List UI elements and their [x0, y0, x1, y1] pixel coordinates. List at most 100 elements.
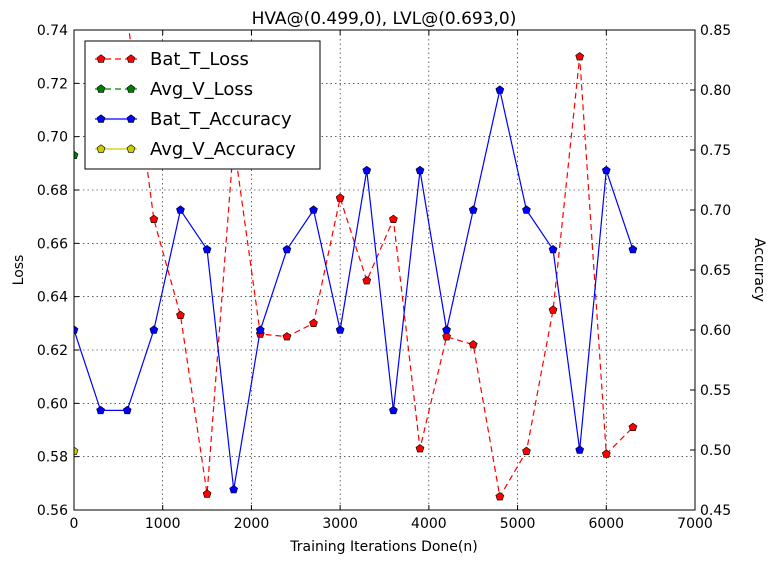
chart-title: HVA@(0.499,0), LVL@(0.693,0)	[252, 9, 517, 29]
x-tick-label: 6000	[588, 516, 624, 532]
data-point	[149, 325, 159, 334]
x-axis-label: Training Iterations Done(n)	[289, 539, 477, 555]
data-point	[389, 405, 398, 415]
data-point	[176, 310, 185, 320]
grid	[74, 30, 695, 510]
y-left-tick-label: 0.74	[37, 23, 68, 39]
legend-label: Bat_T_Loss	[150, 49, 249, 70]
data-point	[309, 205, 318, 214]
y-left-tick-label: 0.70	[37, 130, 68, 146]
x-tick-label: 3000	[322, 516, 358, 532]
y-right-tick-label: 0.55	[700, 383, 731, 399]
data-point	[468, 205, 478, 214]
data-point	[601, 165, 611, 175]
data-point	[176, 205, 185, 214]
y-left-tick-label: 0.58	[37, 450, 68, 466]
x-tick-label: 0	[70, 516, 79, 532]
data-point	[335, 193, 345, 202]
y-axis-right-label: Accuracy	[751, 238, 767, 302]
legend-marker	[126, 144, 136, 153]
y-right-tick-label: 0.60	[700, 323, 731, 339]
data-point	[442, 325, 451, 334]
x-tick-label: 2000	[234, 516, 270, 532]
legend-marker	[96, 114, 106, 123]
data-point	[575, 52, 585, 61]
legend-marker	[96, 54, 106, 63]
legend-marker	[96, 144, 106, 153]
data-point	[202, 245, 212, 254]
data-point	[548, 245, 558, 254]
data-point	[309, 318, 318, 328]
data-point	[229, 485, 239, 494]
data-point	[495, 492, 505, 501]
y-left-tick-label: 0.72	[37, 76, 68, 92]
x-tick-label: 5000	[500, 516, 536, 532]
y-right-tick-label: 0.75	[700, 143, 731, 159]
data-point	[255, 325, 265, 334]
data-point	[74, 150, 79, 160]
series-bat-t-accuracy	[74, 85, 638, 494]
legend-marker	[126, 84, 136, 93]
y-right-tick-label: 0.50	[700, 443, 731, 459]
data-point	[495, 85, 505, 94]
data-point	[628, 422, 638, 432]
data-point	[575, 445, 585, 454]
data-point	[74, 325, 79, 334]
data-point	[123, 12, 131, 20]
y-left-tick-label: 0.62	[37, 343, 68, 359]
data-point	[522, 205, 531, 214]
x-tick-label: 4000	[411, 516, 447, 532]
y-left-tick-label: 0.56	[37, 503, 68, 519]
y-right-tick-label: 0.80	[700, 83, 731, 99]
data-point	[282, 245, 292, 254]
y-right-tick-label: 0.85	[700, 23, 731, 39]
legend-label: Bat_T_Accuracy	[150, 109, 292, 130]
data-point	[335, 325, 345, 334]
data-point	[389, 214, 398, 224]
legend: Bat_T_Loss Avg_V_Loss Bat_T_Accuracy Avg_V_…	[84, 40, 321, 170]
data-point	[97, 12, 105, 20]
series-avg-v-loss	[74, 150, 79, 160]
series-avg-v-accuracy	[74, 446, 79, 455]
x-tick-label: 1000	[145, 516, 181, 532]
legend-box	[84, 40, 321, 170]
series-bat-t-loss	[70, 12, 638, 501]
data-point	[601, 449, 611, 458]
data-point	[548, 305, 558, 314]
legend-marker	[126, 114, 136, 123]
data-point	[74, 446, 79, 455]
data-point	[122, 405, 132, 415]
legend-label: Avg_V_Loss	[150, 79, 253, 100]
y-left-tick-label: 0.66	[37, 236, 68, 252]
y-axis-left-label: Loss	[11, 255, 27, 286]
series-line	[74, 89, 634, 490]
y-right-tick-label: 0.45	[700, 503, 731, 519]
x-tick-label: 7000	[677, 516, 713, 532]
y-right-tick-label: 0.65	[700, 263, 731, 279]
data-point	[96, 405, 105, 415]
data-point	[70, 12, 78, 20]
y-left-tick-label: 0.60	[37, 396, 68, 412]
data-point	[415, 444, 425, 453]
series-line	[128, 30, 634, 499]
data-point	[415, 165, 425, 175]
data-point	[202, 489, 212, 498]
ticks: 0 1000 2000 3000 4000 5000 6000 7000 0.56 0.58 0.6…	[37, 23, 731, 532]
y-left-tick-label: 0.68	[37, 183, 68, 199]
data-point	[522, 446, 531, 456]
y-left-tick-label: 0.64	[37, 290, 68, 306]
data-point	[362, 276, 372, 285]
data-point	[362, 165, 372, 175]
data-point	[282, 332, 292, 341]
y-right-tick-label: 0.70	[700, 203, 731, 219]
legend-marker	[96, 84, 106, 93]
data-point	[149, 214, 159, 224]
data-point	[628, 245, 638, 254]
legend-marker	[126, 54, 136, 63]
data-point	[468, 340, 478, 349]
series-layer	[70, 12, 638, 501]
legend-label: Avg_V_Accuracy	[150, 139, 296, 160]
data-point	[442, 332, 451, 341]
